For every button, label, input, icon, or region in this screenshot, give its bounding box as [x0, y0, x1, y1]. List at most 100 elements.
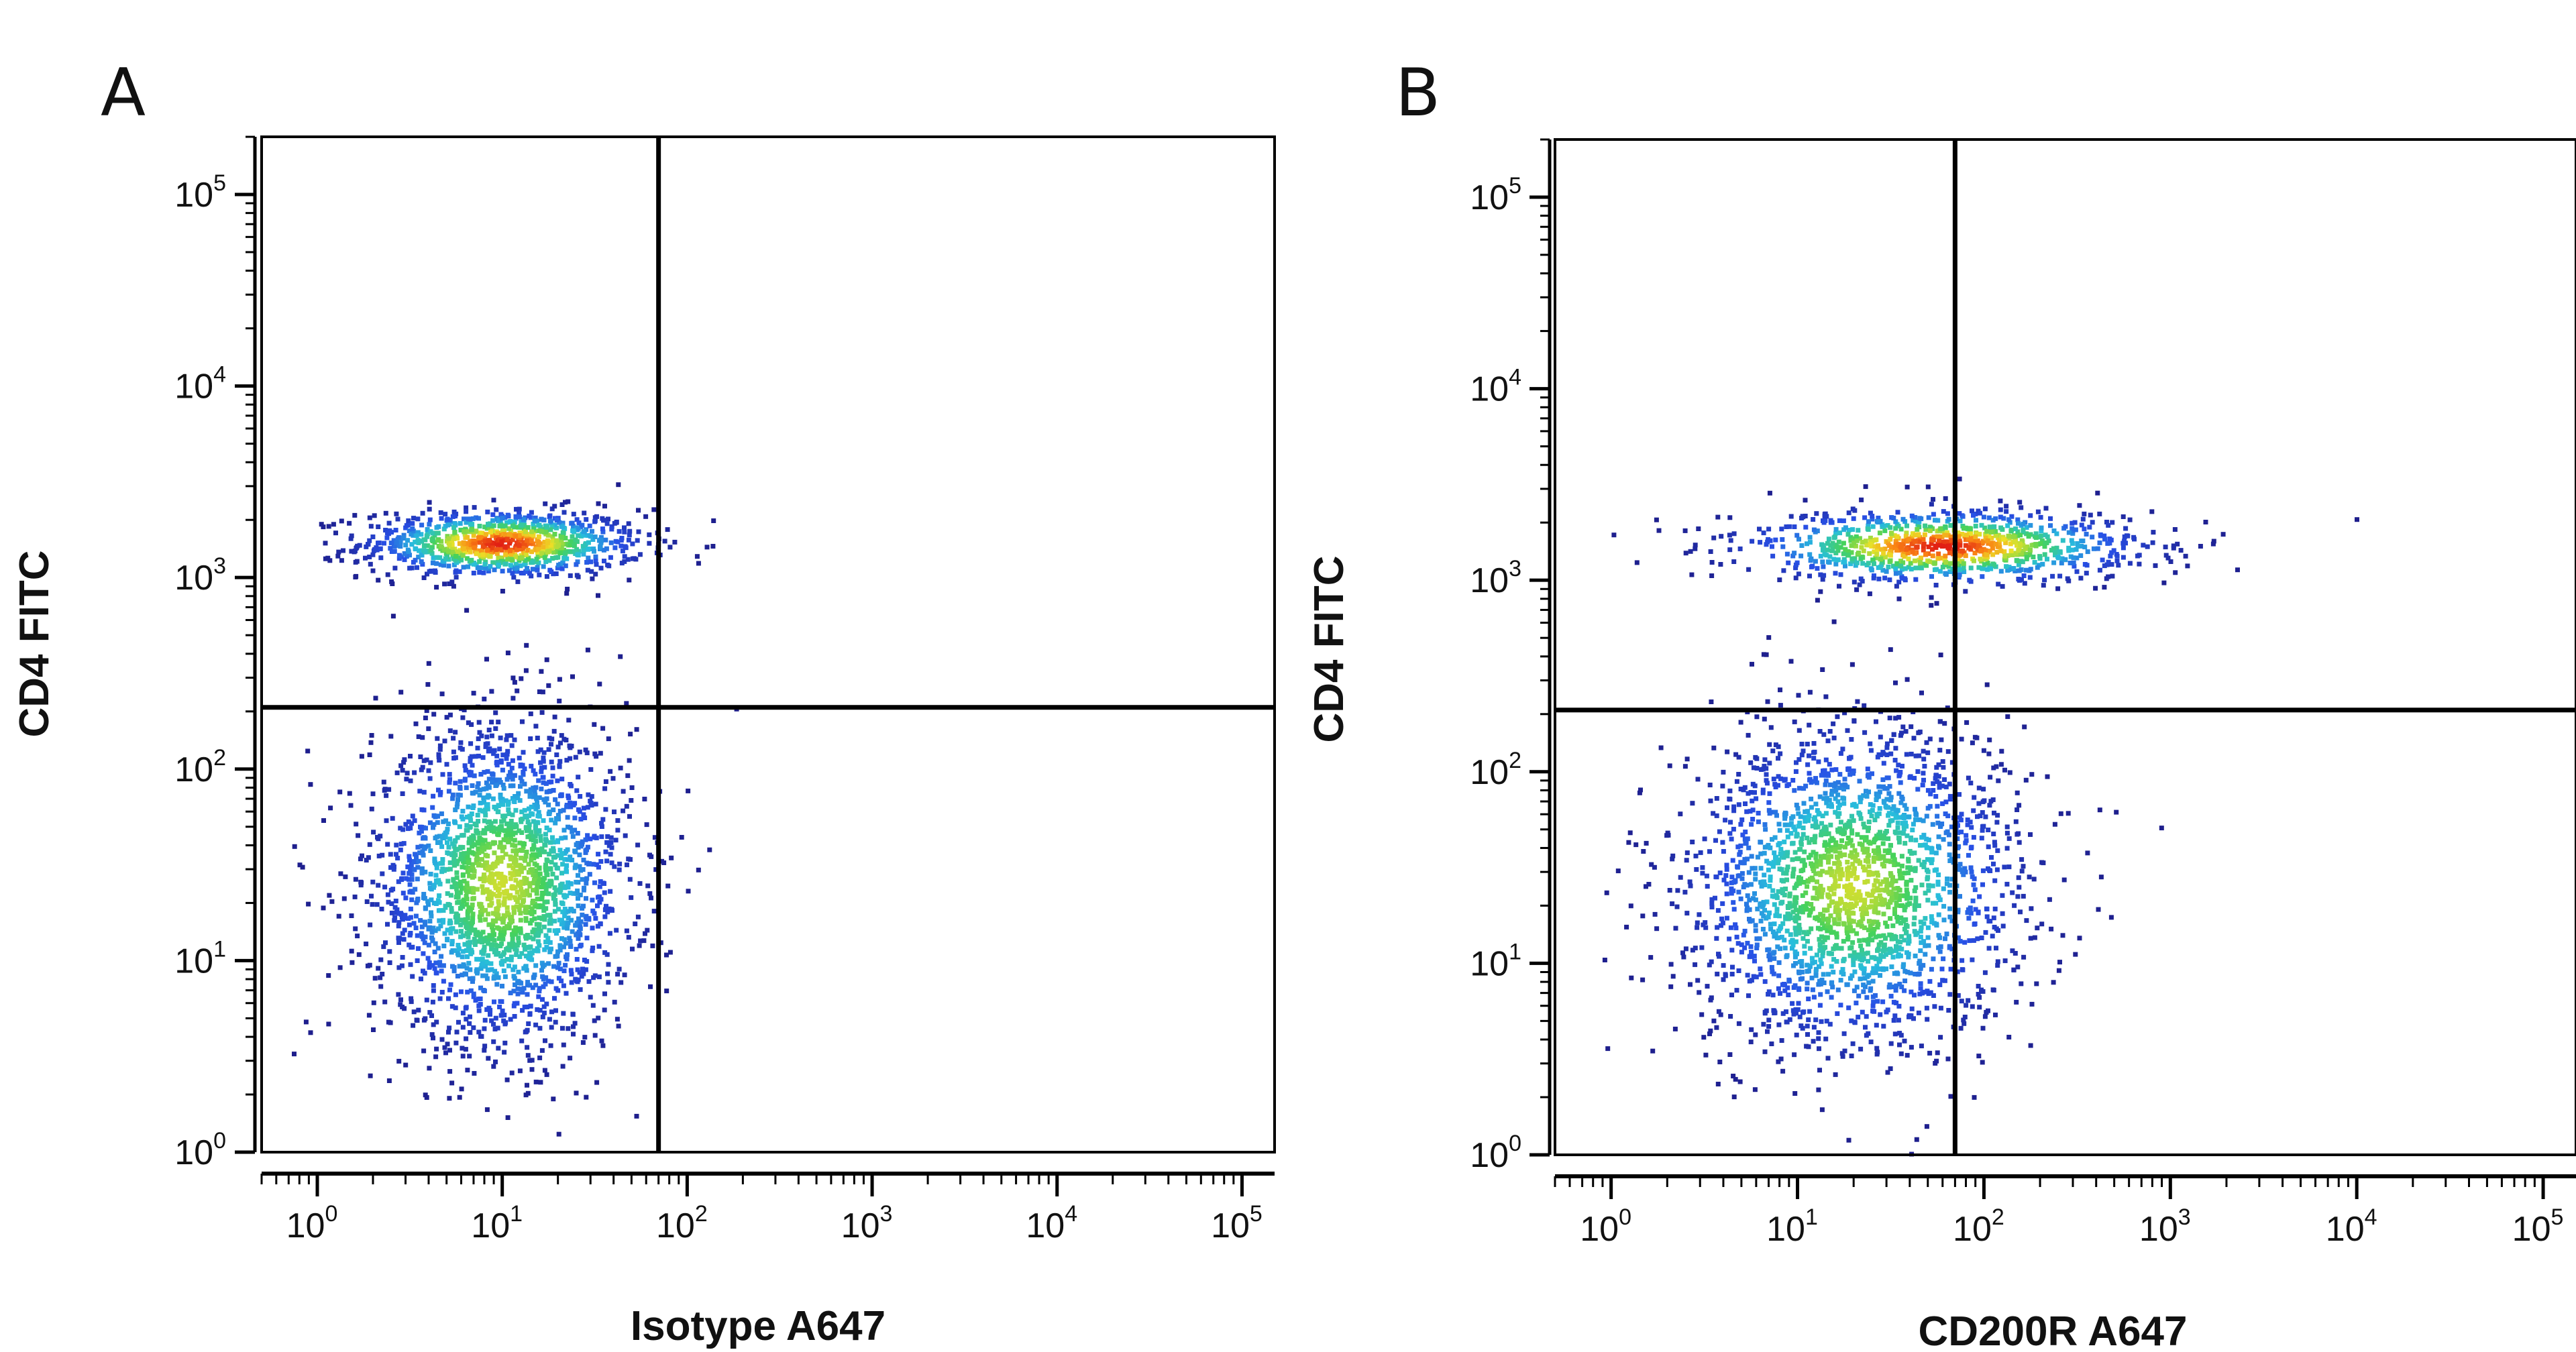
- event-dot: [459, 852, 464, 857]
- event-dot: [551, 807, 556, 813]
- event-dot: [504, 1077, 510, 1082]
- event-dot: [534, 887, 539, 892]
- event-dot: [1737, 1079, 1743, 1084]
- event-dot: [1933, 545, 1939, 550]
- event-dot: [1886, 543, 1892, 548]
- event-dot: [449, 939, 455, 944]
- event-dot: [343, 874, 348, 879]
- event-dot: [564, 863, 570, 868]
- event-dot: [1857, 582, 1862, 587]
- event-dot: [1900, 763, 1904, 769]
- event-dot: [420, 561, 425, 567]
- event-dot: [484, 548, 490, 553]
- event-dot: [460, 809, 466, 813]
- event-dot: [1902, 870, 1907, 876]
- event-dot: [1943, 799, 1949, 805]
- event-dot: [483, 865, 488, 870]
- event-dot: [2039, 528, 2044, 534]
- event-dot: [338, 871, 343, 877]
- event-dot: [486, 569, 491, 574]
- event-dot: [356, 952, 362, 957]
- event-dot: [589, 794, 594, 799]
- event-dot: [429, 1032, 435, 1037]
- event-dot: [1672, 1026, 1678, 1031]
- event-dot: [517, 556, 522, 561]
- event-dot: [402, 913, 408, 918]
- event-dot: [1867, 551, 1872, 556]
- event-dot: [425, 682, 431, 687]
- event-dot: [2006, 864, 2012, 870]
- event-dot: [704, 545, 710, 550]
- event-dot: [454, 891, 460, 895]
- event-dot: [1893, 567, 1898, 572]
- event-dot: [490, 533, 495, 539]
- event-dot: [1946, 543, 1951, 549]
- event-dot: [541, 517, 547, 522]
- event-dot: [1846, 528, 1851, 532]
- event-dot: [525, 557, 531, 562]
- event-dot: [2012, 539, 2017, 545]
- event-dot: [1972, 887, 1978, 893]
- event-dot: [1913, 838, 1919, 843]
- event-dot: [595, 903, 600, 909]
- event-dot: [1786, 524, 1792, 529]
- y-tick-label: 102: [174, 745, 226, 789]
- event-dot: [610, 908, 614, 913]
- event-dot: [467, 906, 472, 911]
- event-dot: [635, 842, 641, 848]
- event-dot: [502, 889, 507, 895]
- event-dot: [515, 986, 521, 991]
- event-dot: [388, 541, 394, 546]
- event-dot: [583, 921, 588, 927]
- event-dot: [1809, 564, 1814, 569]
- event-dot: [467, 1021, 472, 1026]
- event-dot: [292, 844, 297, 849]
- event-dot: [1930, 537, 1935, 543]
- event-dot: [625, 773, 631, 779]
- event-dot: [535, 1007, 540, 1012]
- event-dot: [424, 1095, 429, 1100]
- event-dot: [1873, 878, 1878, 883]
- event-dot: [446, 536, 451, 541]
- event-dot: [517, 510, 522, 515]
- event-dot: [555, 744, 561, 750]
- event-dot: [533, 785, 539, 790]
- event-dot: [476, 850, 482, 855]
- event-dot: [1794, 802, 1799, 807]
- event-dot: [455, 536, 460, 541]
- event-dot: [447, 836, 453, 842]
- event-dot: [554, 931, 559, 936]
- event-dot: [400, 1005, 405, 1009]
- event-dot: [458, 779, 463, 784]
- event-dot: [518, 763, 523, 769]
- event-dot: [1819, 890, 1825, 895]
- event-dot: [2090, 520, 2095, 525]
- event-dot: [561, 968, 567, 974]
- event-dot: [550, 835, 555, 840]
- event-dot: [490, 927, 496, 933]
- event-dot: [445, 891, 450, 896]
- event-dot: [1998, 525, 2004, 530]
- event-dot: [460, 1054, 466, 1059]
- event-dot: [430, 805, 435, 810]
- event-dot: [559, 936, 564, 941]
- event-dot: [1971, 543, 1976, 548]
- event-dot: [356, 833, 361, 838]
- event-dot: [1826, 537, 1831, 542]
- event-dot: [1903, 534, 1909, 539]
- event-dot: [464, 509, 469, 514]
- event-dot: [534, 862, 539, 868]
- event-dot: [2090, 534, 2095, 540]
- event-dot: [1888, 1066, 1893, 1071]
- event-dot: [536, 809, 541, 815]
- event-dot: [508, 942, 514, 948]
- event-dot: [530, 929, 535, 935]
- event-dot: [484, 532, 488, 537]
- event-dot: [409, 999, 414, 1005]
- event-dot: [1841, 551, 1846, 557]
- event-dot: [378, 546, 383, 551]
- event-dot: [557, 758, 563, 764]
- event-dot: [533, 724, 539, 729]
- event-dot: [473, 754, 478, 759]
- event-dot: [2071, 555, 2076, 561]
